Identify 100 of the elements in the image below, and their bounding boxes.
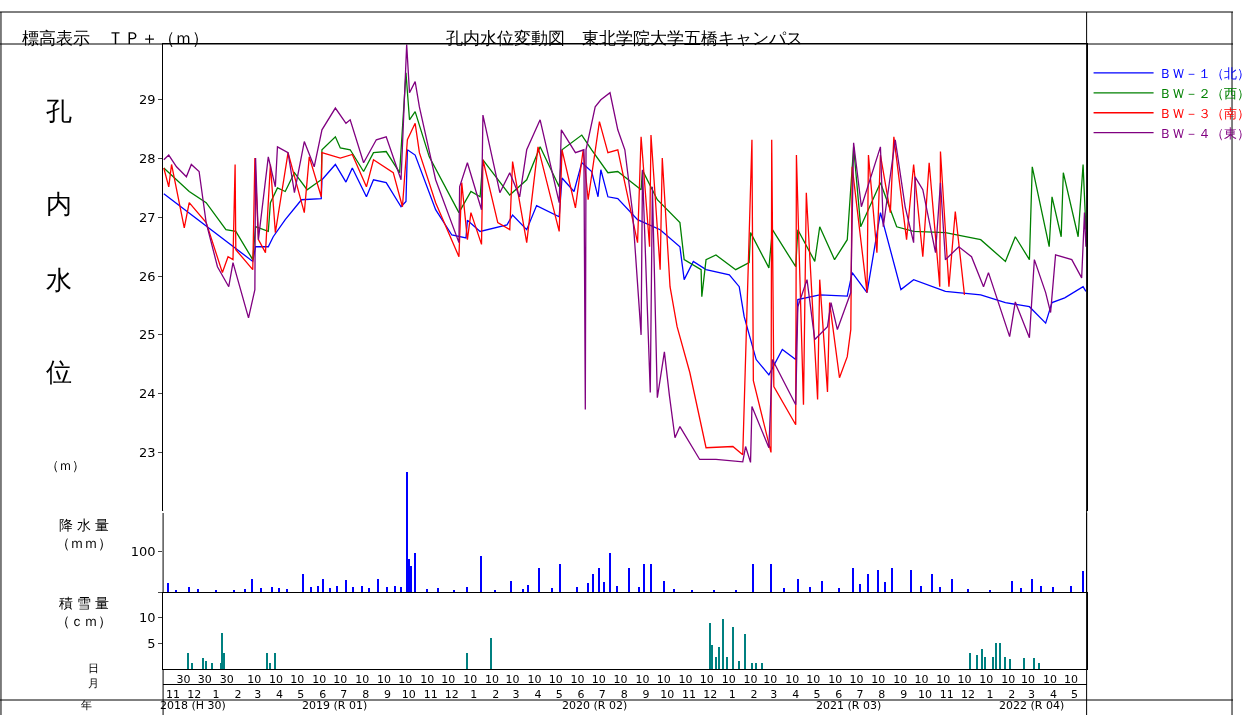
text: 2022 (R 04): [999, 699, 1065, 712]
x2-tick-label: 11: [939, 688, 954, 702]
x2-tick-label: 6: [319, 688, 327, 702]
x2-tick-label: 6: [577, 688, 585, 702]
x-tick-label: 10: [269, 673, 284, 687]
x-tick-label: 30: [197, 673, 212, 687]
x-tick-label: 10: [763, 673, 778, 687]
x-tick-label: 10: [635, 673, 650, 687]
x2-tick-label: 4: [276, 688, 284, 702]
x2-tick-label: 3: [1028, 688, 1036, 702]
x-tick-label: 10: [806, 673, 821, 687]
x-tick-label: 10: [613, 673, 628, 687]
x-tick-label: 10: [871, 673, 886, 687]
x2-tick-label: 2: [750, 688, 758, 702]
y-tick-label: 5: [147, 635, 156, 651]
y-axis-title: 降 水 量（ｍｍ）: [56, 517, 112, 552]
x2-tick-label: 12: [960, 688, 975, 702]
x-tick-label: 10: [849, 673, 864, 687]
x-tick-label: 10: [957, 673, 972, 687]
x-tick-label: 10: [548, 673, 563, 687]
x-tick-label: 10: [441, 673, 456, 687]
text: 2019 (R 01): [302, 699, 368, 712]
y-tick-label: 27: [138, 209, 156, 225]
x2-tick-label: 9: [642, 688, 650, 702]
x2-tick-label: 3: [512, 688, 520, 702]
x-tick-label: 10: [570, 673, 585, 687]
x2-tick-label: 3: [770, 688, 778, 702]
text: 2021 (R 03): [816, 699, 882, 712]
y-tick-label: 25: [138, 327, 156, 343]
x2-tick-label: 1: [986, 688, 994, 702]
x-tick-label: 10: [1001, 673, 1016, 687]
x-tick-label: 10: [721, 673, 736, 687]
x-tick-label: 10: [485, 673, 500, 687]
x-tick-label: 10: [1021, 673, 1036, 687]
x2-tick-label: 11: [423, 688, 438, 702]
x-tick-label: 10: [247, 673, 262, 687]
x2-tick-label: 11: [165, 688, 180, 702]
legend-label: ＢＷ－３（南）: [1158, 105, 1250, 121]
x-tick-label: 10: [463, 673, 478, 687]
y-tick-label: 100: [130, 544, 156, 560]
y-tick-label: 29: [138, 92, 156, 108]
x-tick-label: 10: [377, 673, 392, 687]
y-tick-label: 26: [138, 268, 156, 284]
x-tick-label: 10: [678, 673, 693, 687]
text: 2020 (R 02): [562, 699, 628, 712]
y-tick-label: 24: [138, 386, 156, 402]
x2-tick-label: 10: [917, 688, 932, 702]
x-tick-label: 10: [936, 673, 951, 687]
y-axis-title: 積 雪 量（ｃｍ）: [56, 595, 112, 630]
x2-tick-label: 5: [1071, 688, 1079, 702]
x-tick-label: 10: [743, 673, 758, 687]
x-tick-label: 10: [979, 673, 994, 687]
x-tick-label: 10: [398, 673, 413, 687]
x-tick-label: 10: [699, 673, 714, 687]
legend-label: ＢＷ－４（東）: [1158, 125, 1250, 141]
x2-tick-label: 8: [878, 688, 886, 702]
y-tick-label: 28: [138, 151, 156, 167]
x2-tick-label: 5: [297, 688, 305, 702]
x-tick-label: 10: [893, 673, 908, 687]
x2-tick-label: 7: [598, 688, 606, 702]
x2-tick-label: 1: [728, 688, 736, 702]
x2-tick-label: 9: [900, 688, 908, 702]
x2-axis-title: 月: [88, 677, 99, 690]
x2-tick-label: 7: [856, 688, 864, 702]
y-tick-label: 23: [138, 444, 156, 460]
x2-tick-label: 4: [534, 688, 542, 702]
x-tick-label: 10: [656, 673, 671, 687]
x2-tick-label: 12: [444, 688, 459, 702]
y-tick-label: 10: [138, 610, 156, 626]
x2-tick-label: 3: [254, 688, 262, 702]
x2-tick-label: 9: [384, 688, 392, 702]
x2-tick-label: 4: [792, 688, 800, 702]
text: 孔内水位（ｍ）: [46, 96, 85, 473]
x-tick-label: 10: [591, 673, 606, 687]
x2-tick-label: 2: [234, 688, 242, 702]
x-tick-label: 10: [828, 673, 843, 687]
x-tick-label: 10: [914, 673, 929, 687]
x2-tick-label: 8: [620, 688, 628, 702]
legend-label: ＢＷ－１（北）: [1158, 66, 1250, 82]
x2-tick-label: 8: [362, 688, 370, 702]
x2-tick-label: 1: [470, 688, 478, 702]
x2-tick-label: 1: [212, 688, 220, 702]
x-axis-title: 日: [88, 662, 99, 675]
x-tick-label: 30: [219, 673, 234, 687]
x2-tick-label: 11: [682, 688, 697, 702]
x-tick-label: 10: [785, 673, 800, 687]
x2-tick-label: 10: [401, 688, 416, 702]
x-tick-label: 10: [527, 673, 542, 687]
x2-tick-label: 10: [660, 688, 675, 702]
x2-tick-label: 7: [340, 688, 348, 702]
x-tick-label: 10: [333, 673, 348, 687]
x2-tick-label: 5: [555, 688, 563, 702]
x-tick-label: 10: [290, 673, 305, 687]
x2-tick-label: 12: [703, 688, 718, 702]
x-tick-label: 30: [176, 673, 191, 687]
text: 年: [81, 699, 92, 712]
x2-tick-label: 4: [1049, 688, 1057, 702]
x-tick-label: 10: [1064, 673, 1079, 687]
x-tick-label: 10: [1042, 673, 1057, 687]
x2-tick-label: 2: [492, 688, 500, 702]
